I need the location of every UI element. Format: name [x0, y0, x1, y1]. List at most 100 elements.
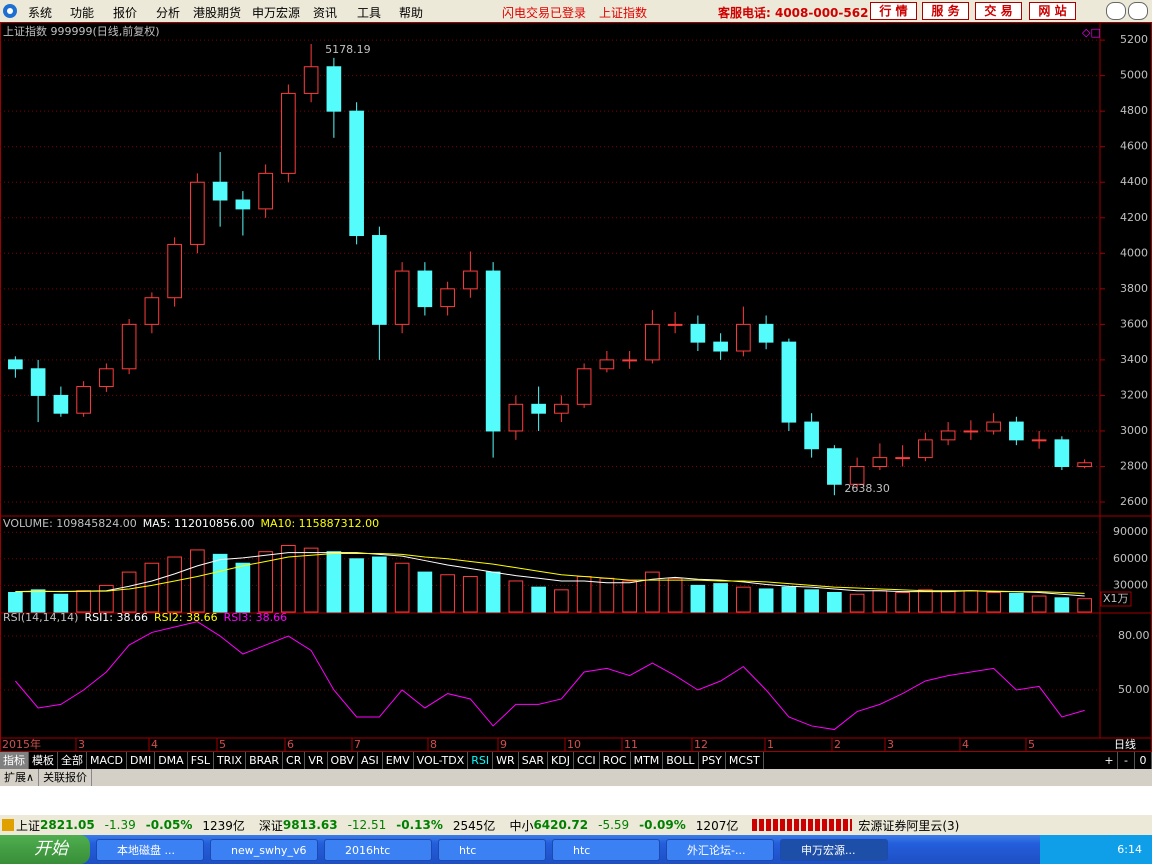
indicator-tab[interactable]: VR: [305, 752, 328, 769]
candle-body: [872, 457, 888, 467]
indicator-tab[interactable]: MCST: [726, 752, 764, 769]
menu-item[interactable]: 分析: [156, 6, 181, 20]
index-pct: -0.05%: [145, 818, 193, 832]
indicator-tab[interactable]: VOL-TDX: [414, 752, 469, 769]
start-button[interactable]: 开始: [0, 835, 90, 864]
top-button[interactable]: 行 情: [870, 2, 917, 20]
menu-item[interactable]: 工具: [357, 6, 382, 20]
candle-body: [1077, 462, 1092, 467]
candle-body: [736, 323, 751, 352]
period-label: 日线: [1114, 737, 1136, 751]
notice: 闪电交易已登录: [502, 6, 587, 20]
volume-bar: [872, 590, 888, 613]
candle-body: [8, 359, 23, 370]
y-tick-label: 4400: [1120, 175, 1148, 188]
y-tick-label: 4600: [1120, 140, 1148, 153]
volume-bar: [1031, 595, 1047, 613]
tab-control[interactable]: -: [1118, 752, 1135, 769]
candle-body: [394, 270, 410, 325]
task-button[interactable]: 外汇论坛-...: [666, 838, 774, 861]
task-button[interactable]: htc: [552, 838, 660, 861]
top-button[interactable]: 交 易: [975, 2, 1022, 20]
y-tick-label: 2600: [1120, 495, 1148, 508]
indicator-tab[interactable]: OBV: [328, 752, 358, 769]
y-tick-label: 50.00: [1118, 683, 1150, 696]
task-button[interactable]: 申万宏源...: [780, 838, 888, 861]
indicator-tab[interactable]: MTM: [631, 752, 664, 769]
volume-bar: [508, 580, 524, 613]
indicator-tab[interactable]: 指标: [0, 752, 29, 769]
volume-bar: [8, 591, 23, 613]
task-button[interactable]: 2016htc: [324, 838, 432, 861]
indicator-tab[interactable]: CR: [283, 752, 306, 769]
volume-bar: [781, 586, 797, 613]
top-button[interactable]: 服 务: [922, 2, 969, 20]
x-tick-label: 11: [624, 738, 638, 751]
tab-control[interactable]: +: [1101, 752, 1118, 769]
chart-title: 上证指数 999999(日线,前复权): [3, 24, 160, 38]
indicator-tab[interactable]: KDJ: [548, 752, 574, 769]
y-tick-label: 4000: [1120, 246, 1148, 259]
menu-item[interactable]: 申万宏源: [252, 6, 301, 20]
top-button[interactable]: 网 站: [1029, 2, 1076, 20]
ext-tab[interactable]: 扩展∧: [0, 769, 40, 786]
task-button[interactable]: htc: [438, 838, 546, 861]
legend-entry: RSI1: 38.66: [84, 611, 148, 624]
indicator-tab[interactable]: WR: [493, 752, 519, 769]
candle-body: [827, 448, 842, 485]
volume-bar: [849, 593, 865, 613]
volume-bar: [463, 576, 478, 613]
indicator-tab[interactable]: SAR: [519, 752, 549, 769]
indicator-tab[interactable]: FSL: [188, 752, 214, 769]
volume-bar: [349, 558, 364, 613]
indicator-tab[interactable]: 模板: [29, 752, 58, 769]
menu-item[interactable]: 系统: [28, 6, 53, 20]
menu-item[interactable]: 港股期货: [193, 6, 242, 20]
menu-item[interactable]: 帮助: [399, 6, 424, 20]
task-button[interactable]: new_swhy_v6: [210, 838, 318, 861]
indicator-tab[interactable]: MACD: [87, 752, 127, 769]
chart-area: 上证指数 999999(日线,前复权) 2600 2800 3000 3200 3400 3…: [0, 22, 1152, 752]
y-tick-label: 80.00: [1118, 629, 1150, 642]
indicator-tab[interactable]: 全部: [58, 752, 87, 769]
indicator-tab[interactable]: RSI: [468, 752, 494, 769]
indicator-tab[interactable]: ROC: [600, 752, 631, 769]
volume-bar: [281, 544, 296, 613]
legend-entry: RSI2: 38.66: [154, 611, 218, 624]
indicator-tab[interactable]: DMI: [127, 752, 156, 769]
window-control[interactable]: [1128, 2, 1148, 20]
indicator-tab[interactable]: BRAR: [246, 752, 284, 769]
menu-item[interactable]: 功能: [70, 6, 95, 20]
tab-control[interactable]: 0: [1135, 752, 1152, 769]
y-tick-label: 30000: [1113, 578, 1148, 591]
menu-item[interactable]: 资讯: [313, 6, 338, 20]
unit-label: X1万: [1103, 592, 1129, 605]
candle-body: [918, 439, 933, 459]
candle-body: [326, 66, 342, 112]
menu-item[interactable]: 报价: [113, 6, 138, 20]
status-icon: [2, 819, 14, 831]
candle-body: [1009, 421, 1024, 441]
candle-body: [531, 403, 546, 414]
indicator-tab[interactable]: ASI: [358, 752, 383, 769]
candle-body: [235, 199, 251, 210]
indicator-tab[interactable]: CCI: [574, 752, 600, 769]
taskbar: 开始 本地磁盘 ... new_swhy_v6 2016htc htc htc 外汇论坛-…: [0, 835, 1152, 864]
ext-tab[interactable]: 关联报价: [39, 769, 93, 786]
x-tick-label: 5: [1028, 738, 1035, 751]
candle-body: [963, 430, 979, 433]
unit-box: [1100, 591, 1132, 607]
x-tick-label: 12: [694, 738, 708, 751]
task-button[interactable]: 本地磁盘 ...: [96, 838, 204, 861]
indicator-tab[interactable]: BOLL: [663, 752, 699, 769]
indicator-tabs: 指标 模板 全部 MACD DMI DMA FSL TRIX BRAR CR VR OBV ASI EMV…: [0, 752, 1152, 769]
indicator-tab[interactable]: TRIX: [214, 752, 247, 769]
indicator-tab[interactable]: PSY: [699, 752, 726, 769]
app-icon: [3, 4, 17, 18]
broker: 宏源证券阿里云(3): [858, 818, 960, 833]
indicator-tab[interactable]: EMV: [383, 752, 414, 769]
index-amount: 1207亿: [695, 818, 739, 833]
indicator-tab[interactable]: DMA: [155, 752, 188, 769]
window-control[interactable]: [1106, 2, 1126, 20]
candle-body: [212, 181, 228, 201]
